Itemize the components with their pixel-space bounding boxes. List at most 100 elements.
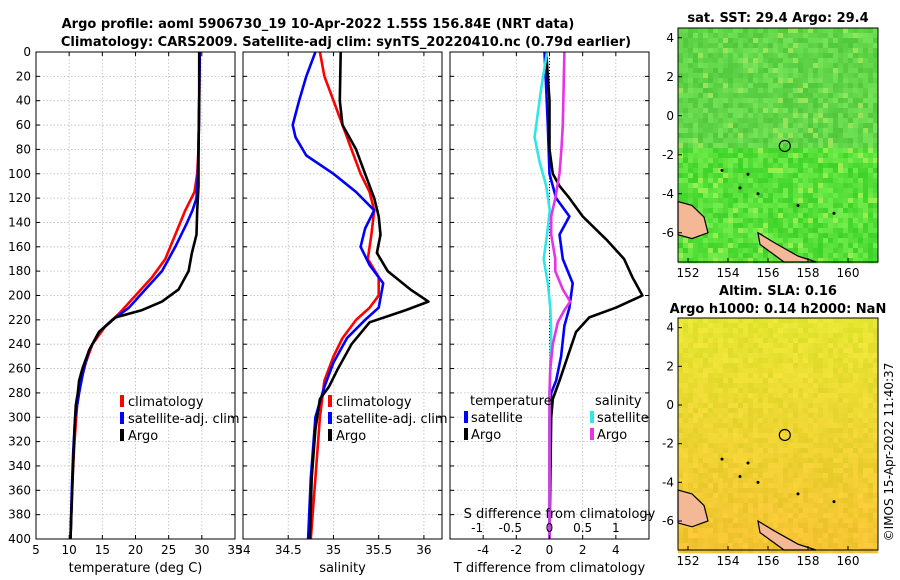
sla_map-cell (773, 383, 779, 389)
sla_map-cell (793, 518, 799, 524)
sst_map-island (832, 211, 836, 215)
sst_map-cell (818, 188, 824, 194)
sst_map-cell (813, 33, 819, 39)
sla_map-cell (813, 393, 819, 399)
sst_map-cell (753, 148, 759, 154)
sla_map-cell (733, 418, 739, 424)
sla_map-cell (703, 433, 709, 439)
sla_map-cell (698, 358, 704, 364)
sla_map-cell (728, 328, 734, 334)
sst_map-cell (853, 168, 859, 174)
sla_map-cell (713, 518, 719, 524)
sst_map-cell (798, 93, 804, 99)
sla_map-cell (693, 398, 699, 404)
sla_map-cell (718, 408, 724, 414)
sst_map-cell (838, 228, 844, 234)
sla_map-cell (798, 363, 804, 369)
sst_map-cell (678, 103, 684, 109)
sst_map-cell (703, 193, 709, 199)
sst_map-cell (873, 28, 879, 34)
sla_map-cell (783, 443, 789, 449)
sst_map-cell (868, 163, 874, 169)
sst_map-cell (858, 158, 864, 164)
sst_map-cell (708, 193, 714, 199)
sla_map-cell (693, 368, 699, 374)
sla_map-cell (683, 433, 689, 439)
sst_map-cell (823, 178, 829, 184)
sla_map-cell (823, 393, 829, 399)
sla_map-cell (808, 523, 814, 529)
sst_map-cell (778, 73, 784, 79)
sst_map-cell (733, 198, 739, 204)
sst_map-cell (738, 238, 744, 244)
sla_map-cell (873, 438, 879, 444)
sst_map-cell (703, 188, 709, 194)
sst_map-cell (693, 173, 699, 179)
sla_map-cell (728, 418, 734, 424)
sst_map-cell (818, 113, 824, 119)
sst_map-cell (873, 143, 879, 149)
sst_map-cell (768, 188, 774, 194)
depth-tick-label: 400 (8, 532, 31, 546)
sst_map-cell (678, 63, 684, 69)
sla_map-cell (803, 538, 809, 544)
sla_map-cell (858, 373, 864, 379)
sst_map-cell (748, 178, 754, 184)
sst_map-cell (728, 178, 734, 184)
sst_map-cell (808, 188, 814, 194)
sst_map-cell (763, 198, 769, 204)
sla_map-cell (763, 453, 769, 459)
sla_map-cell (748, 418, 754, 424)
sla_map-cell (733, 423, 739, 429)
sst_map-cell (743, 78, 749, 84)
sst_map-cell (818, 43, 824, 49)
sst_map-cell (808, 153, 814, 159)
sla_map-cell (858, 418, 864, 424)
sst_map-cell (868, 28, 874, 34)
sst_map-cell (843, 98, 849, 104)
sla_map-cell (788, 318, 794, 324)
sst_map-cell (828, 218, 834, 224)
sst_map-cell (793, 33, 799, 39)
sst_map-cell (733, 98, 739, 104)
sla_map-cell (728, 333, 734, 339)
sst_map-cell (813, 103, 819, 109)
sla_map-cell (833, 533, 839, 539)
sla_map-cell (778, 413, 784, 419)
sla_map-cell (763, 393, 769, 399)
sst_map-cell (858, 193, 864, 199)
sst_map-cell (838, 113, 844, 119)
sst_map-cell (863, 138, 869, 144)
sst_map-cell (813, 248, 819, 254)
sst_map-cell (863, 218, 869, 224)
sla_map-cell (683, 388, 689, 394)
sla_map-cell (828, 403, 834, 409)
sst_map-cell (708, 133, 714, 139)
sla_map-cell (698, 468, 704, 474)
sla_map-cell (828, 458, 834, 464)
sla_map-cell (698, 383, 704, 389)
sla_map-cell (753, 523, 759, 529)
sst_map-cell (693, 73, 699, 79)
sla_map-cell (823, 453, 829, 459)
sla_map-profile-marker (778, 428, 791, 442)
sst_map-cell (853, 183, 859, 189)
sla_map-cell (733, 463, 739, 469)
sst_map-cell (858, 108, 864, 114)
sla_map-cell (703, 378, 709, 384)
sst_map-cell (688, 188, 694, 194)
sst_map-cell (863, 148, 869, 154)
sla_map-cell (833, 393, 839, 399)
sla_map-cell (853, 548, 859, 554)
sst_map-cell (708, 93, 714, 99)
sst_map-cell (683, 68, 689, 74)
sst_map-cell (728, 243, 734, 249)
sla_map-cell (838, 438, 844, 444)
sla_map-cell (753, 498, 759, 504)
sla_map-cell (853, 543, 859, 549)
sst_map-cell (748, 158, 754, 164)
sst_map-cell (823, 188, 829, 194)
sla_map-cell (693, 363, 699, 369)
sla_map-cell (773, 488, 779, 494)
sst_map-cell (773, 128, 779, 134)
